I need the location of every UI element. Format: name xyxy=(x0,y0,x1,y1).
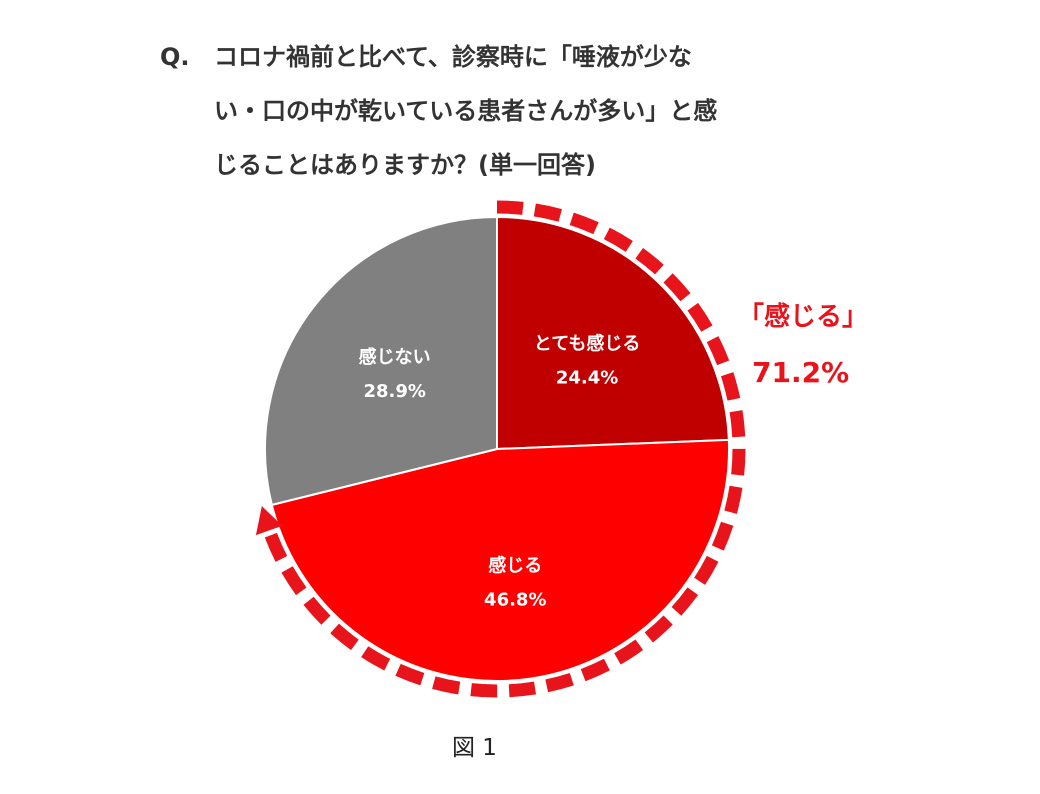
slice-value-label-0: 24.4% xyxy=(556,367,618,388)
figure-caption: 図 1 xyxy=(452,735,497,761)
slice-name-label-1: 感じる xyxy=(488,555,542,577)
question-title: Q. コロナ禍前と比べて、診察時に「唾液が少な い・口の中が乾いている患者さんが多… xyxy=(160,30,880,192)
pie-slice-1 xyxy=(270,438,730,682)
question-text-1: コロナ禍前と比べて、診察時に「唾液が少な xyxy=(214,43,692,71)
slice-value-label-2: 28.9% xyxy=(363,381,425,402)
question-prefix: Q. xyxy=(160,43,190,71)
question-line-1: Q. コロナ禍前と比べて、診察時に「唾液が少な xyxy=(160,30,880,84)
pie-slice-2 xyxy=(264,215,498,507)
highlight-dashed-arc xyxy=(259,200,746,698)
arrowhead-icon xyxy=(255,506,283,536)
slice-value-label-1: 46.8% xyxy=(484,590,546,611)
question-line-2: い・口の中が乾いている患者さんが多い」と感 xyxy=(214,97,718,125)
slice-name-label-0: とても感じる xyxy=(534,332,641,354)
callout-value: 71.2% xyxy=(752,356,850,389)
slice-name-label-2: 感じない xyxy=(359,346,431,368)
question-line-3: じることはありますか？(単一回答) xyxy=(214,151,596,179)
callout-label: 「感じる」 xyxy=(738,302,869,332)
pie-slice-0 xyxy=(496,215,730,451)
